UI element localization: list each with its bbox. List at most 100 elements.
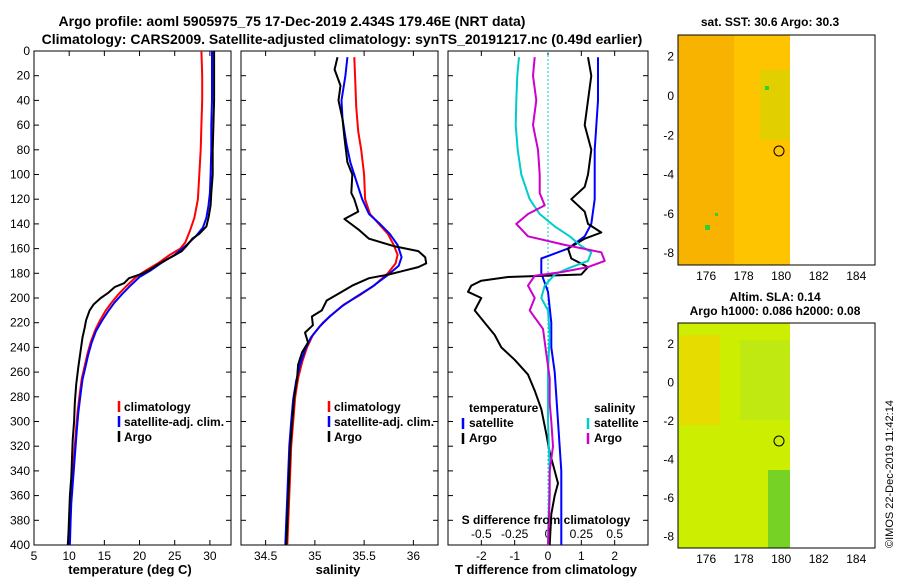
salinity-xtick-label: 35.5	[352, 549, 376, 563]
salinity-line-argo	[285, 56, 428, 545]
legend-label-t-satellite: satellite	[469, 416, 514, 430]
depth-tick-label: 0	[23, 44, 30, 58]
depth-tick-label: 220	[10, 316, 30, 330]
temperature-xtick-label: 5	[31, 549, 38, 563]
sla-map-xtick-label: 176	[696, 552, 716, 566]
sla-map-ytick-label: -4	[663, 453, 674, 467]
sla-map-ytick-label: -6	[663, 491, 674, 505]
depth-tick-label: 60	[17, 118, 31, 132]
difference-xtick-label: -2	[476, 549, 487, 563]
difference-xtick-label: 2	[611, 549, 618, 563]
sla-map-title-line2: Argo h1000: 0.086 h2000: 0.08	[690, 304, 861, 318]
sla-map-xtick-label: 178	[734, 552, 754, 566]
temperature-xtick-label: 30	[203, 549, 217, 563]
sla-field-mid	[740, 340, 790, 420]
legend-label-argo: Argo	[124, 430, 152, 444]
temperature-xtick-label: 10	[62, 549, 76, 563]
temperature-xtick-label: 20	[133, 549, 147, 563]
sst-map-xtick-label: 182	[809, 269, 829, 283]
sst-map-ytick-label: -4	[663, 168, 674, 182]
sst-map-xtick-label: 180	[771, 269, 791, 283]
imos-credit: ©IMOS 22-Dec-2019 11:42:14	[884, 400, 896, 548]
depth-tick-label: 120	[10, 192, 30, 206]
s-difference-label: S difference from climatology	[462, 513, 631, 527]
sla-field-low	[768, 470, 790, 548]
depth-tick-label: 160	[10, 242, 30, 256]
depth-tick-label: 360	[10, 489, 30, 503]
depth-tick-label: 100	[10, 168, 30, 182]
sla-map	[677, 322, 876, 549]
sst-map-xtick-label: 176	[696, 269, 716, 283]
depth-tick-label: 140	[10, 217, 30, 231]
salinity-xlabel: salinity	[316, 562, 362, 577]
difference-xlabel: T difference from climatology	[455, 562, 638, 577]
legend-label-t-argo: Argo	[469, 431, 497, 445]
sst-map-ytick-label: 2	[667, 50, 674, 64]
depth-tick-label: 320	[10, 439, 30, 453]
sla-no-data-area	[790, 323, 875, 548]
salinity-xtick-label: 36	[407, 549, 421, 563]
sst-map-title: sat. SST: 30.6 Argo: 30.3	[701, 15, 840, 29]
figure-title-line2: Climatology: CARS2009. Satellite-adjuste…	[42, 31, 643, 47]
sla-argo-marker	[773, 435, 785, 447]
salinity-xtick-label: 35	[308, 549, 322, 563]
temperature-legend: climatology satellite-adj. clim. Argo	[117, 400, 224, 444]
difference-line-salinity-argo	[515, 57, 606, 545]
difference-xtick-label: 1	[578, 549, 585, 563]
legend-label-satellite-adj: satellite-adj. clim.	[124, 415, 224, 429]
sla-map-ytick-label: 2	[667, 337, 674, 351]
legend-label-climatology: climatology	[124, 400, 191, 414]
difference-xtick-label: 0	[545, 549, 552, 563]
depth-tick-label: 260	[10, 365, 30, 379]
sst-map-xtick-label: 178	[734, 269, 754, 283]
legend-title-temperature: temperature	[469, 401, 539, 415]
sst-green-pixel	[715, 213, 718, 216]
s-difference-tick-label: 0.25	[570, 527, 594, 541]
legend-label-s-argo: Argo	[594, 431, 622, 445]
s-difference-tick-label: -0.5	[471, 527, 492, 541]
sst-map-ytick-label: 0	[667, 89, 674, 103]
temperature-xlabel: temperature (deg C)	[68, 562, 192, 577]
sst-map-ytick-label: -6	[663, 207, 674, 221]
difference-line-temperature-satellite	[540, 57, 599, 545]
salinity-line-climatology	[286, 57, 399, 545]
temperature-line-argo	[66, 51, 216, 545]
sst-green-pixel	[705, 225, 710, 230]
legend-label-s-satellite: satellite	[594, 416, 639, 430]
depth-tick-label: 380	[10, 513, 30, 527]
depth-tick-label: 40	[17, 93, 31, 107]
depth-tick-label: 240	[10, 340, 30, 354]
sla-map-xtick-label: 180	[771, 552, 791, 566]
sst-field-east-cool	[760, 70, 790, 140]
sst-map-ytick-label: -2	[663, 128, 674, 142]
difference-line-temperature-argo	[467, 57, 603, 545]
legend-label-satellite-adj: satellite-adj. clim.	[334, 415, 434, 429]
sla-map-ytick-label: -2	[663, 414, 674, 428]
depth-tick-label: 80	[17, 143, 31, 157]
figure-title-line1: Argo profile: aoml 5905975_75 17-Dec-201…	[59, 13, 526, 29]
sla-map-xtick-label: 182	[809, 552, 829, 566]
difference-legend: temperature satellite Argo salinity sate…	[461, 401, 639, 445]
salinity-legend: climatology satellite-adj. clim. Argo	[327, 400, 434, 444]
depth-tick-label: 280	[10, 390, 30, 404]
depth-tick-label: 200	[10, 291, 30, 305]
depth-tick-label: 300	[10, 415, 30, 429]
lines-layer	[66, 51, 606, 545]
s-difference-tick-label: -0.25	[501, 527, 529, 541]
salinity-xtick-label: 34.5	[254, 549, 278, 563]
sst-map-ytick-label: -8	[663, 246, 674, 260]
difference-xtick-label: -1	[509, 549, 520, 563]
s-difference-tick-label: 0.5	[606, 527, 623, 541]
sla-map-title-line1: Altim. SLA: 0.14	[729, 290, 821, 304]
sst-map-frame	[677, 34, 876, 266]
salinity-plot-frame	[240, 50, 439, 546]
temperature-line-satellite-adj-clim-	[68, 51, 213, 545]
difference-line-salinity-satellite	[514, 57, 593, 545]
temperature-xtick-label: 15	[98, 549, 112, 563]
sla-map-ytick-label: 0	[667, 376, 674, 390]
legend-label-argo: Argo	[334, 430, 362, 444]
sst-argo-marker	[773, 145, 785, 157]
temperature-xtick-label: 25	[168, 549, 182, 563]
legend-title-salinity: salinity	[594, 401, 636, 415]
depth-tick-label: 20	[17, 69, 31, 83]
